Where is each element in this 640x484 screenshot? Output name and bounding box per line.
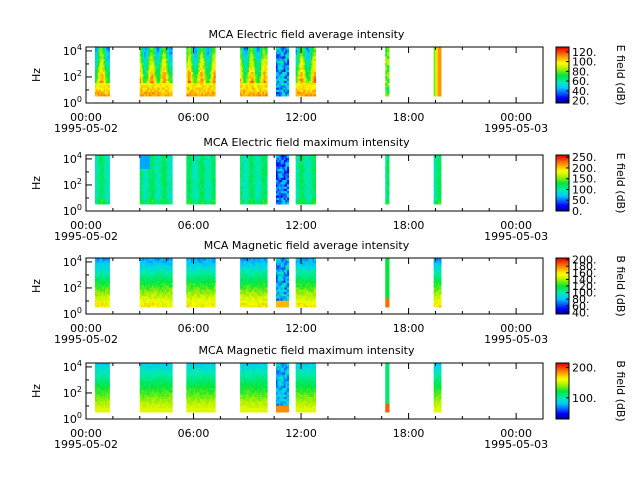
y-axis-label: Hz bbox=[30, 176, 43, 190]
data-block bbox=[385, 47, 389, 96]
y-tick-label: 104 bbox=[63, 43, 82, 58]
colorbar-tick-label: 250. bbox=[572, 151, 597, 164]
x-date-label: 1995-05-03 bbox=[484, 122, 548, 135]
x-tick-label: 18:00 bbox=[393, 219, 425, 232]
data-block bbox=[186, 155, 215, 204]
y-tick-label: 100 bbox=[63, 203, 82, 218]
data-block bbox=[95, 155, 110, 204]
y-tick-label: 104 bbox=[63, 151, 82, 166]
spectrogram-cells bbox=[95, 258, 441, 307]
data-block bbox=[186, 47, 215, 96]
colorbar-label: E field (dB) bbox=[614, 153, 627, 214]
x-tick-label: 06:00 bbox=[178, 219, 210, 232]
data-block bbox=[140, 258, 173, 307]
y-axis: 100 102 104 Hz bbox=[30, 151, 92, 218]
data-block bbox=[434, 155, 442, 204]
data-block bbox=[240, 155, 267, 204]
panel-title: MCA Electric field average intensity bbox=[209, 28, 405, 41]
data-block bbox=[296, 155, 316, 204]
colorbar: 0.50.100.150.200.250.E field (dB) bbox=[556, 151, 627, 218]
colorbar-tick-label: 120. bbox=[572, 46, 597, 59]
x-tick-label: 12:00 bbox=[285, 111, 317, 124]
data-block bbox=[434, 47, 442, 96]
y-axis-label: Hz bbox=[30, 68, 43, 82]
data-block bbox=[276, 155, 289, 204]
x-tick-label: 06:00 bbox=[178, 111, 210, 124]
y-tick-label: 100 bbox=[63, 95, 82, 110]
x-date-label: 1995-05-03 bbox=[484, 230, 548, 243]
data-block bbox=[140, 47, 173, 96]
data-block bbox=[240, 47, 267, 96]
colorbar: 20.40.60.80.100.120.E field (dB) bbox=[556, 45, 627, 108]
x-date-label: 1995-05-02 bbox=[54, 230, 118, 243]
data-block bbox=[296, 47, 316, 96]
y-tick-label: 102 bbox=[63, 177, 82, 192]
data-block bbox=[276, 47, 289, 96]
data-block bbox=[140, 155, 173, 204]
data-block bbox=[385, 155, 389, 204]
colorbar-label: E field (dB) bbox=[614, 45, 627, 106]
x-tick-label: 12:00 bbox=[285, 219, 317, 232]
panel-title: MCA Electric field maximum intensity bbox=[203, 136, 410, 149]
spectrogram-cells bbox=[95, 155, 441, 204]
spectrogram-cells bbox=[95, 47, 441, 96]
data-block bbox=[95, 258, 110, 307]
data-block bbox=[95, 47, 110, 96]
y-axis: 100 102 104 Hz bbox=[30, 43, 92, 110]
y-tick-label: 102 bbox=[63, 69, 82, 84]
x-tick-label: 18:00 bbox=[393, 111, 425, 124]
x-date-label: 1995-05-02 bbox=[54, 122, 118, 135]
